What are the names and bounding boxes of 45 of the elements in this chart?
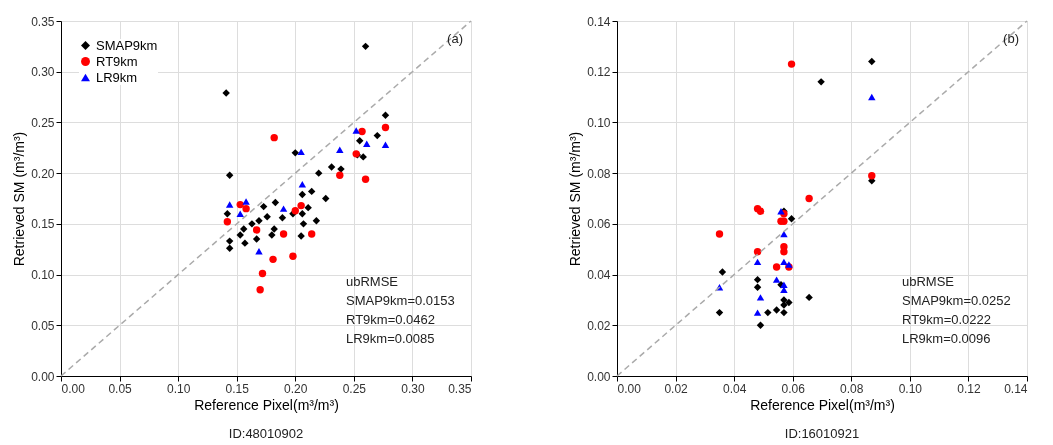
y-tick-label: 0.35 [31, 14, 55, 29]
text: ID:16010921 [784, 426, 860, 441]
legend-label: RT9km [96, 53, 138, 69]
x-tick-label: 0.00 [61, 381, 86, 396]
x-tick-label: 0.14 [1004, 381, 1028, 396]
y-tick-label: 0.14 [587, 14, 611, 29]
x-tick-label: 0.00 [617, 381, 642, 396]
x-tick-label: 0.08 [840, 381, 864, 396]
annotation: (b) [1003, 31, 1019, 46]
x-tick-label: 0.10 [898, 381, 923, 396]
y-tick-label: 0.00 [587, 369, 611, 384]
x-tick-label: 0.30 [401, 381, 425, 396]
text: ID:48010902 [228, 426, 304, 441]
x-tick-label: 0.20 [284, 381, 308, 396]
y-tick-label: 0.10 [587, 115, 611, 130]
y-tick-label: 0.00 [31, 369, 55, 384]
y-tick-label: 0.25 [31, 115, 55, 130]
x-axis-title: Reference Pixel(m³/m³) [750, 396, 895, 413]
x-tick-label: 0.06 [781, 381, 806, 396]
y-axis-title: Retrieved SM (m³/m³) [567, 131, 584, 267]
legend-label: LR9km [96, 69, 138, 85]
x-tick-label: 0.02 [664, 381, 689, 396]
annotation: (a) [447, 31, 463, 46]
y-tick-label: 0.08 [587, 166, 611, 181]
annotation: ubRMSE SMAP9km=0.0252 RT9km=0.0222 LR9km=0.0096 [902, 274, 1011, 346]
x-tick-label: 0.12 [957, 381, 981, 396]
x-axis-title: Reference Pixel(m³/m³) [194, 396, 339, 413]
y-tick-label: 0.06 [587, 217, 611, 232]
y-tick-label: 0.02 [587, 318, 611, 333]
y-tick-label: 0.05 [31, 318, 55, 333]
y-tick-label: 0.15 [31, 217, 55, 232]
y-axis-title: Retrieved SM (m³/m³) [11, 131, 28, 267]
y-tick-label: 0.04 [587, 268, 611, 283]
x-tick-label: 0.10 [166, 381, 191, 396]
x-tick-label: 0.15 [225, 381, 250, 396]
x-tick-label: 0.25 [342, 381, 367, 396]
y-tick-label: 0.20 [31, 166, 55, 181]
y-tick-label: 0.10 [31, 268, 55, 283]
legend-label: SMAP9km [96, 37, 158, 53]
y-tick-label: 0.30 [31, 65, 55, 80]
x-tick-label: 0.35 [448, 381, 472, 396]
annotation: ubRMSE SMAP9km=0.0153 RT9km=0.0462 LR9km=0.0085 [346, 274, 455, 346]
x-tick-label: 0.05 [108, 381, 133, 396]
y-tick-label: 0.12 [587, 65, 611, 80]
x-tick-label: 0.04 [722, 381, 747, 396]
